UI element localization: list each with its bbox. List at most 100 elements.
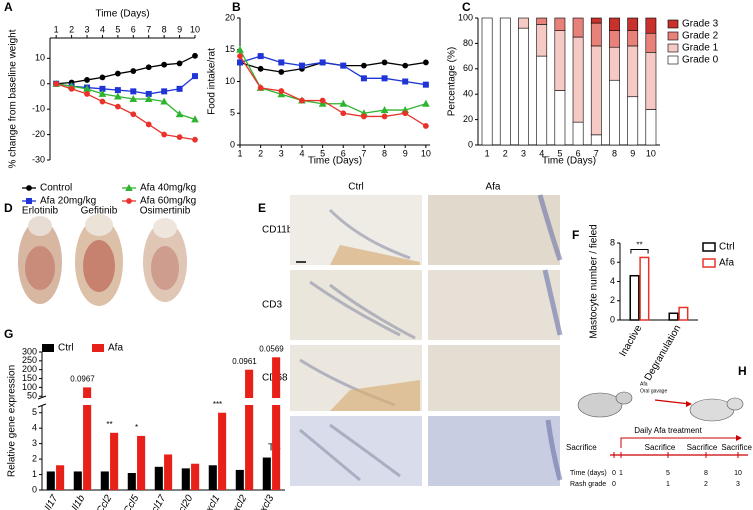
data-point <box>53 80 60 87</box>
legend-label: Grade 1 <box>682 43 719 54</box>
bar <box>46 471 55 490</box>
series-line <box>239 49 427 114</box>
data-point <box>257 53 264 60</box>
bar <box>83 405 92 490</box>
y-tick-label: 0 <box>468 139 473 149</box>
data-point <box>161 88 168 95</box>
x-tick-label: 8 <box>162 24 167 34</box>
annotation: ** <box>636 241 642 250</box>
data-point <box>191 115 199 123</box>
x-axis-title: Time (Days) <box>95 9 149 20</box>
bar-segment <box>590 17 602 24</box>
data-point <box>257 84 264 91</box>
micrograph <box>428 416 560 486</box>
bar <box>262 457 271 490</box>
bar-segment <box>518 27 529 146</box>
y-tick-label: 10 <box>35 53 45 63</box>
annotation: *** <box>213 400 222 409</box>
x-tick-label: 3 <box>521 148 526 158</box>
bar-segment <box>554 90 566 146</box>
y-tick-label: 5 <box>230 108 235 118</box>
bar-segment <box>518 17 529 29</box>
data-point <box>161 61 168 68</box>
data-point <box>160 97 168 105</box>
legend-label: Grade 0 <box>682 55 719 66</box>
x-tick-label: 9 <box>177 24 182 34</box>
staining-images: Ctrl Afa CD11b CD3 CD68 TB <box>262 182 563 486</box>
data-point <box>99 74 106 81</box>
data-point <box>237 59 243 66</box>
data-point <box>175 110 184 118</box>
x-tick-label: 6 <box>576 148 581 158</box>
data-point <box>126 198 132 204</box>
x-tick-label: 6 <box>341 148 346 158</box>
panel-label: F <box>572 228 579 242</box>
y-tick-label: 100 <box>458 12 473 22</box>
bar-segment <box>645 32 657 53</box>
micrograph <box>428 345 560 411</box>
timeline-diagram: Afa Oral gavage Daily Afa treatment Sacr… <box>566 381 753 488</box>
data-point <box>299 97 305 104</box>
tissue-texture <box>537 194 563 481</box>
x-tick-label: 9 <box>630 148 635 158</box>
data-point <box>278 69 285 75</box>
bar <box>235 469 244 490</box>
mouse-drawing <box>577 392 623 418</box>
series-line <box>239 55 427 127</box>
bar-segment <box>536 55 548 146</box>
bar-segment <box>609 17 620 31</box>
y-tick-label: 60 <box>463 63 473 73</box>
micrograph <box>428 270 560 340</box>
x-axis-title: Time (Days) <box>542 156 596 167</box>
y-tick-label: 250 <box>22 355 37 365</box>
event-label: Sacrifice <box>687 443 718 452</box>
annotation: 0.0967 <box>70 374 95 383</box>
legend-swatch <box>667 55 679 65</box>
legend-label: Control <box>40 183 72 194</box>
grade-value: 0 <box>612 481 616 488</box>
y-tick-label: 3 <box>32 438 37 448</box>
event-label: Sacrifice <box>645 443 676 452</box>
panel-label: B <box>232 0 241 14</box>
bar-segment <box>572 17 584 38</box>
data-point <box>176 60 183 67</box>
panel-label: C <box>462 0 471 14</box>
panel-label: E <box>258 201 266 215</box>
data-point <box>298 62 305 69</box>
time-value: 1 <box>619 470 623 477</box>
bar-segment <box>627 45 639 98</box>
series-line <box>56 55 196 85</box>
data-point <box>360 75 367 82</box>
x-tick-label: 1 <box>485 148 490 158</box>
data-point <box>26 198 32 204</box>
bar-segment <box>645 51 657 110</box>
y-axis-title: Relative gene expression <box>7 365 18 477</box>
annotation: * <box>135 423 138 432</box>
data-point <box>278 88 285 94</box>
data-point <box>130 88 137 95</box>
bar <box>245 405 254 490</box>
bar-segment <box>609 30 620 48</box>
bar <box>73 471 82 490</box>
data-point <box>236 45 244 53</box>
time-value: 10 <box>734 470 742 477</box>
bar-segment <box>627 96 639 146</box>
legend-label: Afa 20mg/kg <box>40 196 96 207</box>
data-point <box>125 183 133 191</box>
y-tick-label: 4 <box>32 423 37 433</box>
rash <box>151 246 179 290</box>
annotation: 0.0961 <box>232 357 257 366</box>
y-tick-label: 0 <box>230 139 235 149</box>
data-point <box>114 92 122 100</box>
legend-label: Afa 60mg/kg <box>140 196 196 207</box>
data-point <box>114 87 121 94</box>
bar <box>272 357 281 398</box>
data-point <box>402 62 409 69</box>
y-tick-label: 0 <box>32 484 37 494</box>
data-point <box>84 77 90 83</box>
bar <box>137 435 146 490</box>
data-point <box>145 64 152 71</box>
data-point <box>339 99 348 107</box>
bar-segment <box>627 17 639 31</box>
data-point <box>257 65 264 72</box>
